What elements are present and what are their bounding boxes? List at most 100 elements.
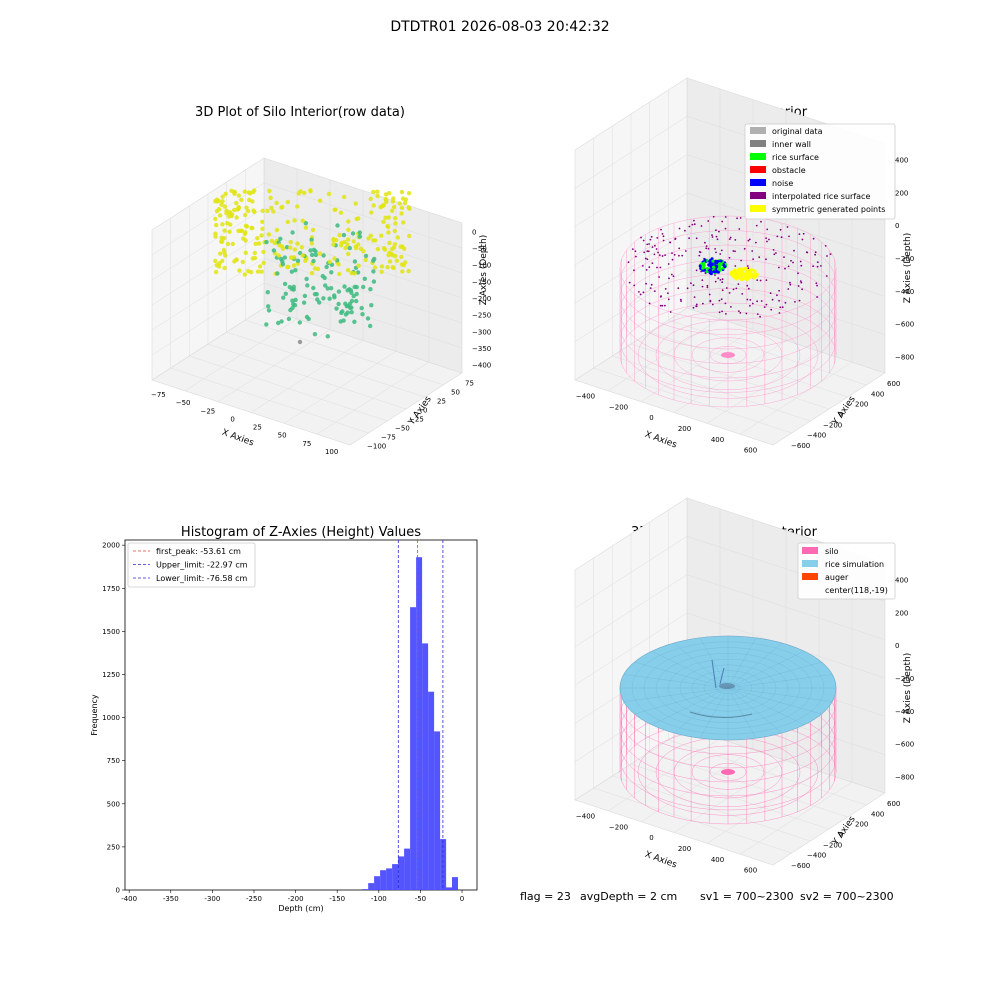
raw-plot-x-tick: −50 (176, 399, 191, 407)
raw-data-point (383, 192, 389, 197)
legend-label: first_peak: -53.61 cm (156, 547, 241, 556)
interpolated-surface-point (778, 312, 781, 314)
simulation-plot-x-tick: −400 (576, 812, 595, 820)
interpolated-surface-point (633, 269, 635, 272)
raw-data-point (334, 306, 339, 311)
raw-data-point (226, 214, 231, 219)
auger-shaft (711, 659, 717, 689)
symmetric-generated-point (745, 274, 749, 278)
rice-mesh-spoke (727, 687, 833, 702)
raw-data-point (342, 239, 347, 245)
raw-plot-x-label: X Axies (220, 428, 255, 449)
interpolated-surface-point (783, 256, 785, 258)
interpolated-surface-point (715, 251, 717, 254)
interpolated-surface-point (816, 296, 818, 298)
raw-data-point (337, 271, 342, 277)
histogram-y-tick-label: 750 (107, 757, 120, 765)
raw-data-point (321, 253, 326, 258)
simulation-plot-z-tick: 200 (895, 609, 908, 617)
interpolated-surface-point (756, 313, 759, 315)
classify-plot-x-tick: 0 (649, 414, 653, 422)
interpolated-surface-point (638, 291, 640, 293)
classify-plot-y-tick: −200 (823, 421, 842, 429)
classify-plot-y-tick: 0 (839, 411, 843, 419)
raw-data-point (302, 293, 308, 299)
raw-data-point (246, 190, 252, 195)
raw-data-point (345, 303, 351, 309)
classify-plot-y-tick: 400 (871, 390, 884, 398)
symmetric-generated-point (747, 271, 751, 274)
interpolated-surface-point (760, 220, 762, 223)
histogram-y-tick-label: 0 (116, 887, 120, 895)
interpolated-surface-point (656, 237, 659, 239)
raw-data-point (213, 234, 218, 239)
interpolated-surface-point (677, 287, 680, 290)
raw-data-point (371, 203, 376, 208)
raw-data-point (378, 205, 383, 210)
interpolated-surface-point (739, 312, 742, 314)
raw-data-point (214, 222, 219, 228)
raw-data-point (350, 231, 356, 236)
symmetric-generated-point (732, 275, 736, 279)
interpolated-surface-point (714, 274, 716, 276)
interpolated-surface-point (711, 236, 714, 238)
raw-data-point (372, 265, 378, 270)
raw-data-point (222, 265, 227, 271)
interpolated-surface-point (639, 293, 642, 296)
raw-data-point (281, 295, 286, 300)
interpolated-surface-point (695, 303, 698, 306)
raw-data-point (312, 292, 318, 297)
interpolated-surface-point (816, 265, 819, 268)
interpolated-surface-point (692, 284, 695, 287)
raw-data-point (323, 283, 328, 288)
interpolated-surface-point (634, 250, 637, 253)
interpolated-surface-point (725, 287, 728, 289)
raw-data-point (300, 253, 305, 258)
raw-data-point (253, 241, 258, 246)
legend-swatch (802, 547, 818, 554)
simulation-silo-center-marker (721, 769, 735, 775)
raw-data-point (243, 250, 248, 255)
raw-data-point (349, 290, 354, 295)
classify-plot-y-tick: 200 (855, 401, 868, 409)
interpolated-surface-point (789, 281, 791, 284)
interpolated-surface-point (718, 299, 721, 302)
raw-data-point (343, 245, 348, 251)
figure-title: DTDTR01 2026-08-03 20:42:32 (390, 19, 609, 35)
interpolated-surface-point (693, 223, 696, 226)
classify-silo-ring (619, 244, 837, 350)
raw-data-point (406, 205, 411, 210)
rice-surface-point (705, 267, 709, 270)
raw-data-point (393, 216, 398, 221)
histogram-y-tick-label: 500 (107, 800, 120, 808)
raw-data-point (368, 196, 373, 202)
rice-mesh-spoke (699, 687, 729, 739)
raw-data-point (223, 191, 228, 196)
raw-data-point (301, 300, 307, 305)
raw-plot-x-tick: 100 (325, 448, 338, 456)
simulation-plot-y-tick: 600 (887, 800, 900, 808)
legend-label: rice surface (772, 153, 819, 162)
interpolated-surface-point (642, 239, 645, 242)
raw-data-point (222, 228, 227, 233)
raw-data-point (375, 246, 381, 252)
raw-data-point (217, 213, 223, 218)
rice-surface-contour (689, 711, 753, 718)
interpolated-surface-point (660, 295, 662, 297)
raw-data-point (274, 227, 280, 233)
interpolated-surface-point (801, 288, 803, 291)
raw-data-point (292, 247, 297, 252)
rice-mesh-spoke (727, 687, 822, 715)
histogram-x-tick-label: -200 (288, 895, 304, 903)
raw-data-3d-plot: 3D Plot of Silo Interior(row data) −75−5… (151, 105, 491, 456)
interpolated-surface-point (702, 302, 704, 305)
classify-plot-x-tick: −400 (576, 392, 595, 400)
raw-data-point (261, 260, 266, 266)
raw-data-point (347, 245, 352, 251)
interpolated-surface-point (734, 265, 737, 267)
interpolated-surface-point (778, 266, 780, 269)
interpolated-surface-point (766, 240, 768, 243)
raw-data-point (268, 195, 273, 201)
interpolated-surface-point (699, 251, 702, 254)
rice-surface-point (698, 264, 702, 268)
